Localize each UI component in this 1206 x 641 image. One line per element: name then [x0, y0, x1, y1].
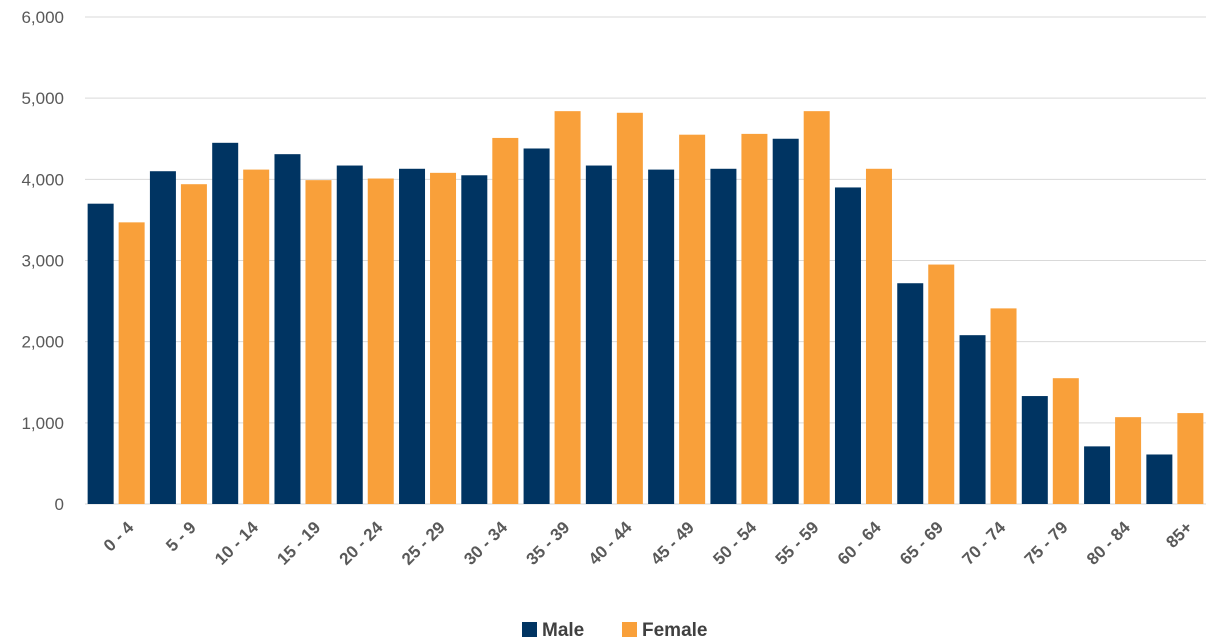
bar-male — [1084, 446, 1111, 504]
bar-male — [461, 175, 488, 504]
bar-male — [834, 187, 861, 504]
bar-female — [554, 111, 581, 505]
y-tick-label: 0 — [55, 495, 64, 514]
bar-male — [212, 142, 239, 504]
legend: Male Female — [522, 620, 707, 641]
x-tick-label: 75 - 79 — [1021, 518, 1072, 569]
y-tick-label: 5,000 — [21, 89, 64, 108]
bar-male — [772, 138, 799, 504]
bar-female — [243, 169, 270, 505]
bar-female — [118, 222, 145, 504]
bar-female — [1115, 417, 1142, 504]
bar-male — [1021, 396, 1048, 504]
legend-label-male: Male — [542, 620, 584, 641]
gridlines — [85, 16, 1206, 505]
bar-male — [336, 165, 363, 504]
x-tick-label: 0 - 4 — [100, 518, 138, 556]
bar-female — [492, 137, 519, 504]
x-tick-label: 50 - 54 — [709, 518, 760, 569]
x-tick-label: 25 - 29 — [398, 518, 449, 569]
bar-male — [959, 335, 986, 504]
legend-swatch-female — [622, 622, 637, 637]
bar-male — [149, 171, 176, 504]
legend-label-female: Female — [642, 620, 707, 641]
bar-male — [585, 165, 612, 504]
bar-female — [865, 168, 892, 504]
x-tick-label: 45 - 49 — [647, 518, 698, 569]
x-tick-label: 15 - 19 — [273, 518, 324, 569]
bar-male — [897, 283, 924, 504]
x-tick-label: 40 - 44 — [585, 518, 636, 569]
x-tick-label: 55 - 59 — [772, 518, 823, 569]
bar-female — [990, 308, 1017, 504]
bar-male — [523, 148, 550, 505]
bar-female — [803, 111, 830, 505]
y-tick-label: 4,000 — [21, 170, 64, 189]
bar-male — [648, 169, 675, 505]
bar-female — [430, 172, 457, 504]
y-tick-label: 6,000 — [21, 8, 64, 27]
bar-male — [399, 168, 426, 504]
bar-female — [1052, 378, 1079, 504]
bar-female — [1177, 413, 1204, 504]
x-tick-label: 80 - 84 — [1083, 518, 1134, 569]
bar-male — [1146, 454, 1173, 504]
x-axis: 0 - 4 5 - 9 10 - 14 15 - 19 20 - 24 25 - 29 30… — [100, 518, 1196, 569]
y-tick-label: 1,000 — [21, 414, 64, 433]
x-tick-label: 30 - 34 — [460, 518, 511, 569]
bar-female — [928, 264, 955, 504]
x-tick-label: 5 - 9 — [162, 518, 199, 555]
x-tick-label: 70 - 74 — [958, 518, 1009, 569]
x-tick-label: 65 - 69 — [896, 518, 947, 569]
legend-swatch-male — [522, 622, 537, 637]
x-tick-label: 10 - 14 — [211, 518, 262, 569]
bar-female — [180, 184, 207, 504]
bar-female — [616, 112, 643, 504]
x-tick-label: 60 - 64 — [834, 518, 885, 569]
bar-female — [305, 180, 332, 504]
bar-male — [710, 168, 737, 504]
x-tick-label: 35 - 39 — [523, 518, 574, 569]
y-tick-label: 3,000 — [21, 252, 64, 271]
y-tick-label: 2,000 — [21, 333, 64, 352]
bars — [87, 111, 1204, 505]
x-tick-label: 85+ — [1162, 518, 1196, 552]
y-axis: 0 1,000 2,000 3,000 4,000 5,000 6,000 — [21, 8, 64, 514]
bar-female — [679, 134, 706, 505]
x-tick-label: 20 - 24 — [336, 518, 387, 569]
bar-female — [741, 133, 768, 504]
bar-female — [367, 178, 394, 504]
bar-male — [274, 154, 301, 504]
bar-male — [87, 203, 114, 504]
